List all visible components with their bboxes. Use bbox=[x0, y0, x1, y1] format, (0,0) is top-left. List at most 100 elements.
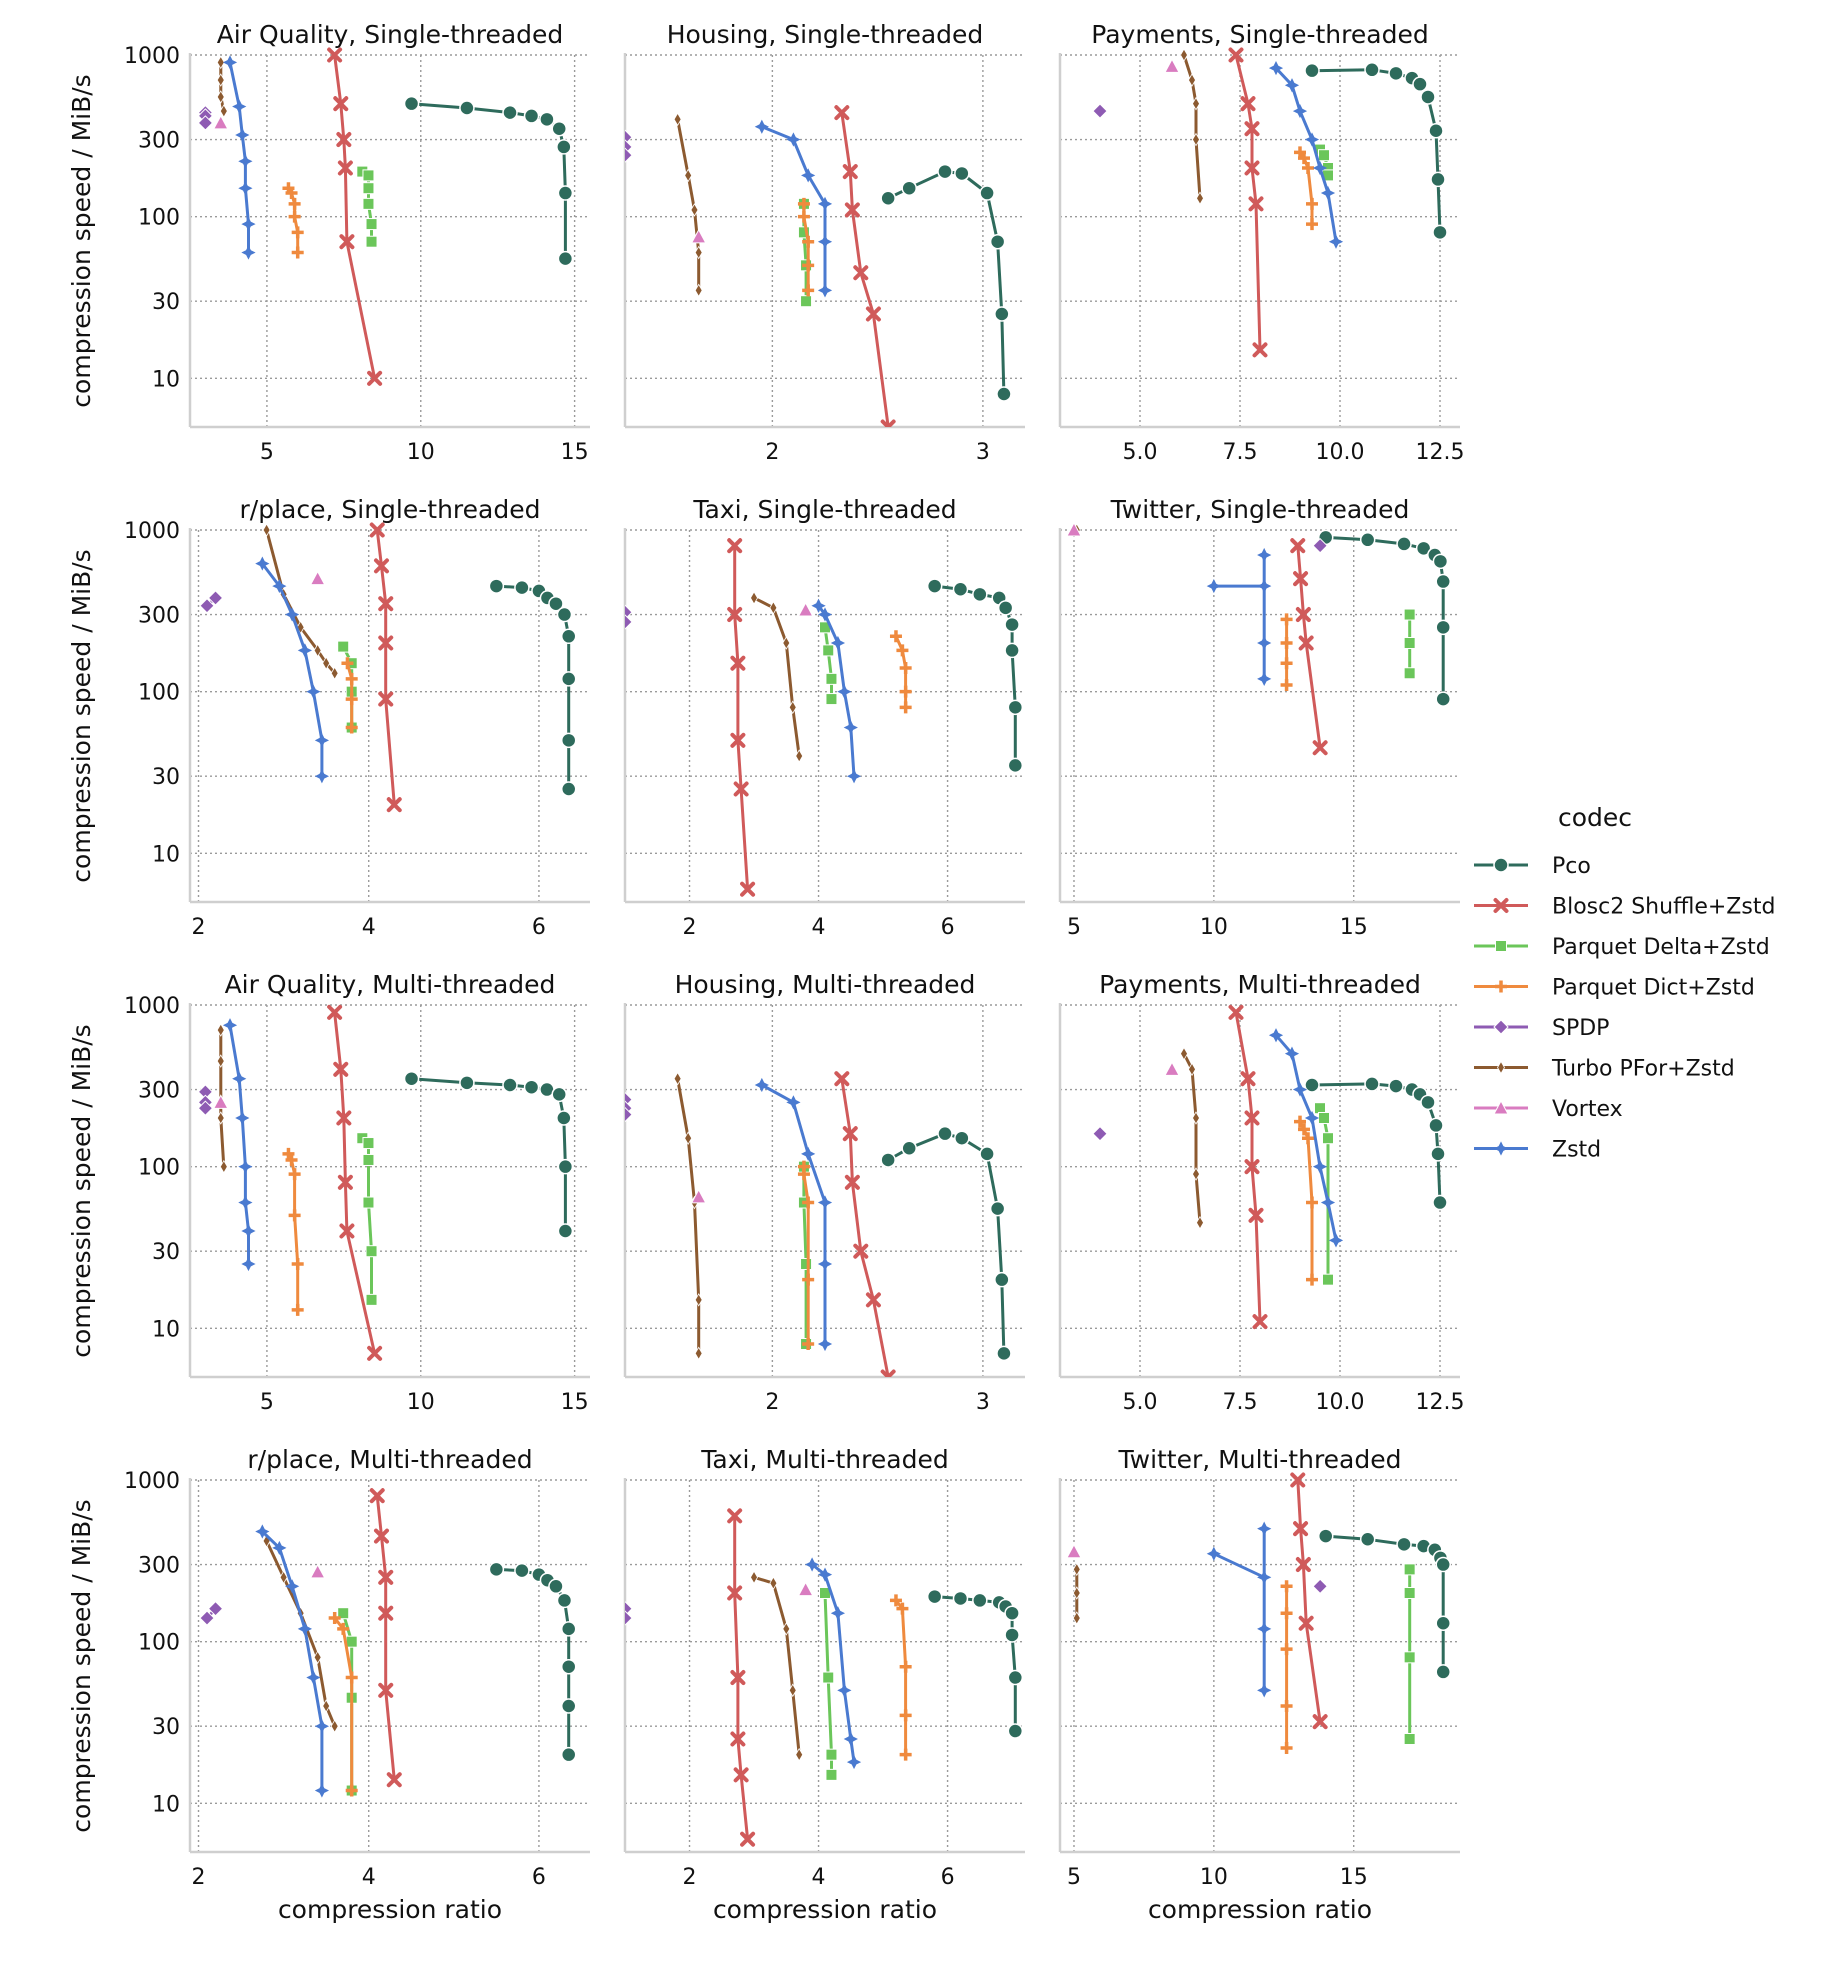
x-tick-label: 5 bbox=[1067, 915, 1081, 940]
point-parquet-delta-zstd bbox=[822, 644, 835, 657]
point-zstd bbox=[846, 769, 862, 784]
point-zstd bbox=[1257, 1570, 1272, 1585]
x-tick-label: 7.5 bbox=[1223, 1390, 1258, 1415]
legend-item-parquet-delta-zstd: Parquet Delta+Zstd bbox=[1474, 935, 1770, 960]
point-zstd bbox=[314, 769, 330, 784]
series-parquet-dict-zstd bbox=[797, 1160, 815, 1350]
point-blosc2-shuffle-zstd bbox=[730, 732, 746, 748]
point-turbo-pfor-zstd bbox=[1180, 1046, 1188, 1061]
point-zstd bbox=[235, 127, 250, 143]
point-vortex bbox=[212, 1094, 229, 1109]
series-line-pco bbox=[1325, 535, 1445, 700]
x-tick-label: 2 bbox=[683, 915, 697, 940]
series-pco bbox=[488, 578, 577, 797]
point-blosc2-shuffle-zstd bbox=[1240, 1071, 1256, 1087]
point-pco bbox=[1428, 1117, 1444, 1134]
series-parquet-dict-zstd bbox=[282, 182, 304, 259]
x-tick-label: 7.5 bbox=[1223, 440, 1258, 465]
point-turbo-pfor-zstd bbox=[1196, 191, 1204, 206]
series-pco bbox=[926, 578, 1024, 774]
point-zstd bbox=[1257, 1621, 1272, 1636]
point-pco bbox=[560, 1621, 577, 1637]
point-blosc2-shuffle-zstd bbox=[844, 1174, 860, 1190]
series-zstd bbox=[222, 1018, 256, 1272]
point-zstd bbox=[754, 1077, 769, 1093]
point-turbo-pfor-zstd bbox=[795, 1747, 804, 1762]
point-vortex bbox=[1164, 1061, 1180, 1076]
point-parquet-dict-zstd bbox=[1280, 1700, 1293, 1712]
series-line-zstd bbox=[761, 1083, 827, 1344]
point-pco bbox=[1435, 1664, 1451, 1680]
y-axis-label: compression speed / MiB/s bbox=[67, 74, 96, 407]
point-blosc2-shuffle-zstd bbox=[1244, 121, 1260, 137]
series-turbo-pfor-zstd bbox=[750, 1570, 804, 1762]
point-pco bbox=[972, 1592, 988, 1609]
point-zstd bbox=[843, 720, 858, 735]
x-tick-label: 15 bbox=[561, 440, 589, 465]
series-spdp bbox=[199, 590, 224, 614]
point-turbo-pfor-zstd bbox=[788, 1683, 797, 1698]
point-pco bbox=[1007, 1669, 1024, 1686]
point-zstd bbox=[1312, 1159, 1328, 1174]
point-pco bbox=[1004, 1627, 1020, 1643]
point-zstd bbox=[235, 1110, 250, 1126]
point-parquet-delta-zstd bbox=[362, 1153, 375, 1166]
series-spdp bbox=[1092, 103, 1108, 119]
point-blosc2-shuffle-zstd bbox=[730, 655, 746, 671]
point-turbo-pfor-zstd bbox=[795, 749, 804, 763]
series-vortex bbox=[797, 601, 814, 617]
series-vortex bbox=[309, 1563, 326, 1579]
panel-twitter-multi-threaded: Twitter, Multi-threaded 5 10 15 compression … bbox=[1058, 1445, 1460, 1924]
point-blosc2-shuffle-zstd bbox=[378, 1569, 394, 1585]
series-spdp bbox=[625, 1091, 633, 1123]
series-spdp bbox=[625, 604, 633, 630]
point-turbo-pfor-zstd bbox=[322, 1699, 331, 1713]
series-zstd bbox=[804, 1557, 862, 1770]
y-tick-label: 300 bbox=[138, 1554, 180, 1579]
x-tick-label: 12.5 bbox=[1416, 1390, 1465, 1415]
series-parquet-dict-zstd bbox=[328, 1612, 358, 1797]
point-spdp bbox=[625, 604, 633, 620]
point-zstd bbox=[830, 1606, 846, 1621]
point-vortex bbox=[1066, 521, 1082, 537]
series-blosc2-shuffle-zstd bbox=[1290, 538, 1328, 756]
point-parquet-dict-zstd bbox=[899, 1709, 912, 1722]
point-pco bbox=[560, 732, 577, 749]
y-tick-label: 100 bbox=[138, 1156, 180, 1181]
point-vortex bbox=[309, 1563, 326, 1579]
point-turbo-pfor-zstd bbox=[694, 245, 703, 260]
point-blosc2-shuffle-zstd bbox=[853, 265, 869, 281]
point-zstd bbox=[1284, 78, 1300, 93]
series-spdp bbox=[625, 1600, 633, 1626]
x-tick-label: 5 bbox=[260, 1390, 274, 1415]
panel-title: Payments, Multi-threaded bbox=[1099, 970, 1421, 999]
x-tick-label: 10.0 bbox=[1316, 1390, 1365, 1415]
series-vortex bbox=[1066, 1543, 1082, 1559]
point-pco bbox=[548, 1578, 564, 1595]
series-pco bbox=[880, 163, 1012, 402]
point-blosc2-shuffle-zstd bbox=[369, 1488, 385, 1504]
point-blosc2-shuffle-zstd bbox=[367, 1345, 383, 1361]
point-pco bbox=[560, 1746, 577, 1763]
series-vortex bbox=[690, 1188, 707, 1204]
series-parquet-dict-zstd bbox=[889, 630, 912, 714]
point-pco bbox=[1432, 224, 1448, 241]
x-tick-label: 15 bbox=[561, 1390, 589, 1415]
point-turbo-pfor-zstd bbox=[1196, 1215, 1204, 1230]
point-spdp bbox=[1092, 103, 1108, 119]
point-turbo-pfor-zstd bbox=[1072, 1562, 1081, 1577]
point-pco bbox=[560, 1698, 577, 1714]
point-pco bbox=[979, 185, 995, 201]
series-zstd bbox=[754, 1077, 833, 1352]
point-parquet-dict-zstd bbox=[1294, 1115, 1306, 1128]
panel-title: Taxi, Multi-threaded bbox=[700, 1445, 948, 1474]
point-blosc2-shuffle-zstd bbox=[733, 1767, 749, 1783]
series-spdp bbox=[197, 1084, 214, 1116]
point-pco bbox=[1428, 122, 1444, 139]
panel-housing-single-threaded: Housing, Single-threaded 2 3 bbox=[623, 20, 1025, 465]
legend-item-turbo-pfor-zstd: Turbo PFor+Zstd bbox=[1474, 1057, 1735, 1082]
point-parquet-dict-zstd bbox=[1280, 657, 1293, 670]
series-line-parquet-delta-zstd bbox=[802, 1166, 808, 1344]
x-tick-label: 10.0 bbox=[1316, 440, 1365, 465]
point-turbo-pfor-zstd bbox=[1192, 1167, 1200, 1181]
